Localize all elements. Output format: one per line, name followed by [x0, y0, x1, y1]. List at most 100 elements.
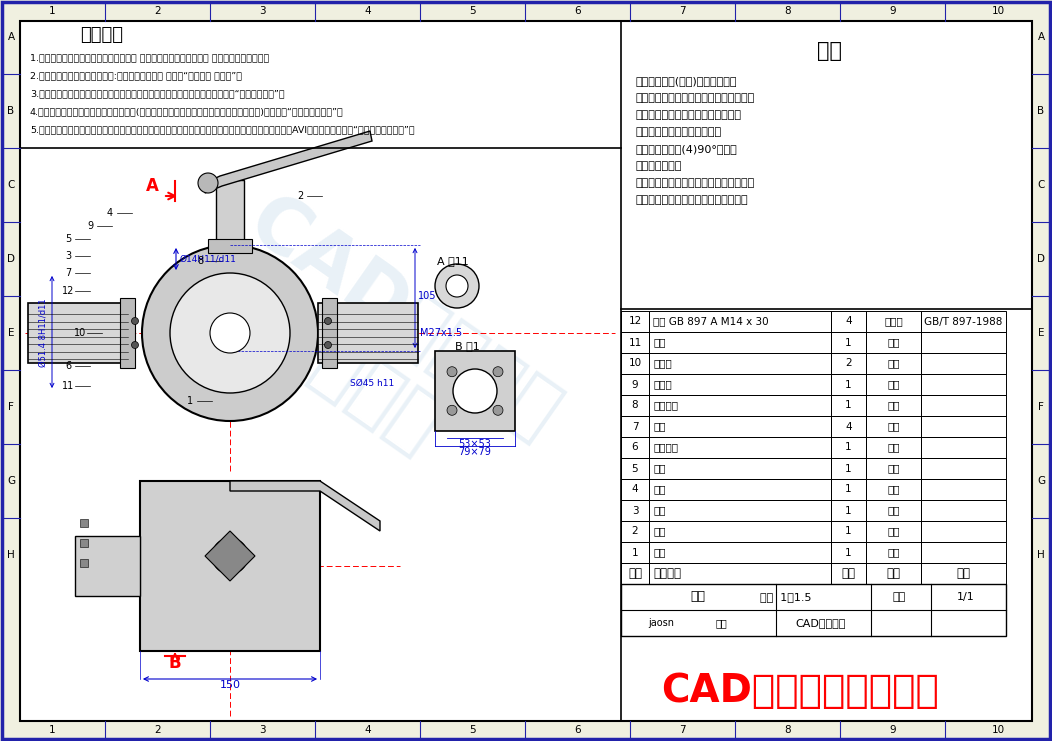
Bar	[621, 437, 649, 458]
Text: 9: 9	[889, 725, 896, 735]
Text: 4: 4	[107, 208, 113, 218]
Text: M27x1.5: M27x1.5	[420, 328, 462, 338]
Bar	[920, 374, 1006, 395]
Text: 阀杆: 阀杆	[653, 464, 666, 473]
Text: 7: 7	[65, 268, 72, 278]
Text: 1: 1	[845, 400, 852, 411]
Bar	[621, 542, 649, 563]
Bar	[621, 353, 649, 374]
Text: 5: 5	[469, 725, 476, 735]
Text: 材料: 材料	[887, 567, 901, 580]
Bar	[649, 521, 831, 542]
Polygon shape	[205, 531, 255, 581]
Bar	[649, 500, 831, 521]
Text: SØ45 h11: SØ45 h11	[350, 379, 394, 388]
Bar	[831, 479, 866, 500]
Text: C: C	[1037, 180, 1045, 190]
Text: 常规: 常规	[887, 337, 899, 348]
Text: G: G	[1037, 476, 1045, 486]
Text: 球阀: 球阀	[690, 591, 706, 603]
Bar	[621, 521, 649, 542]
Text: 3.根据拆装顺序对球阀装配体进行三维爆炸分解，并输出分解动画文件，命名为“球阀分解动画”。: 3.根据拆装顺序对球阀装配体进行三维爆炸分解，并输出分解动画文件，命名为“球阀分…	[31, 89, 285, 98]
Bar	[866, 332, 920, 353]
Bar	[920, 479, 1006, 500]
Text: 10: 10	[992, 6, 1005, 16]
Text: F: F	[8, 402, 14, 412]
Text: 坤片: 坤片	[653, 505, 666, 516]
Text: 是切断、截止及改变流体的流动方向。: 是切断、截止及改变流体的流动方向。	[635, 195, 748, 205]
Text: B: B	[168, 654, 181, 672]
Text: 球阀设计为球体(4)90°旋转，: 球阀设计为球体(4)90°旋转，	[635, 144, 736, 154]
Bar	[649, 437, 831, 458]
Bar	[866, 437, 920, 458]
Text: 由圆形通孔或通: 由圆形通孔或通	[635, 161, 682, 171]
Bar	[621, 458, 649, 479]
Text: 1: 1	[845, 337, 852, 348]
Text: 球阀: 球阀	[817, 41, 843, 61]
Text: 1: 1	[845, 548, 852, 557]
Text: B 件1: B 件1	[456, 341, 480, 351]
Text: 9: 9	[87, 221, 93, 231]
Bar	[831, 395, 866, 416]
Text: G: G	[7, 476, 15, 486]
Text: 1: 1	[631, 548, 639, 557]
Text: 53×53: 53×53	[459, 439, 491, 449]
Text: 12: 12	[628, 316, 642, 327]
Circle shape	[142, 245, 318, 421]
Text: 常规: 常规	[887, 422, 899, 431]
Text: 4: 4	[845, 422, 852, 431]
Bar	[866, 311, 920, 332]
Circle shape	[453, 369, 497, 413]
Text: 4: 4	[364, 725, 370, 735]
Bar	[866, 500, 920, 521]
Bar	[831, 500, 866, 521]
Bar	[621, 332, 649, 353]
Text: 螺纹压环: 螺纹压环	[653, 400, 677, 411]
Text: A: A	[1037, 32, 1045, 42]
Text: 1/1: 1/1	[957, 592, 975, 602]
Text: A 件11: A 件11	[437, 256, 469, 266]
Circle shape	[170, 273, 290, 393]
Text: 常规: 常规	[887, 485, 899, 494]
Text: 亦可用于流体的调节与控制。: 亦可用于流体的调节与控制。	[635, 127, 721, 137]
Bar	[120, 298, 135, 368]
Bar	[649, 563, 831, 584]
Text: 150: 150	[220, 680, 241, 690]
Bar	[866, 416, 920, 437]
Text: 常规: 常规	[887, 548, 899, 557]
Bar	[621, 584, 1006, 636]
Text: 螺母: 螺母	[653, 422, 666, 431]
Text: 5: 5	[631, 464, 639, 473]
Circle shape	[210, 313, 250, 353]
Polygon shape	[205, 131, 372, 193]
Bar	[920, 521, 1006, 542]
Bar	[831, 542, 866, 563]
Text: 密封环: 密封环	[653, 379, 672, 390]
Text: E: E	[1037, 328, 1045, 338]
Text: 5: 5	[65, 234, 72, 244]
Circle shape	[132, 317, 139, 325]
Text: 2: 2	[155, 725, 161, 735]
Text: B: B	[1037, 106, 1045, 116]
Text: 阀体接头: 阀体接头	[653, 442, 677, 453]
Text: 3: 3	[259, 6, 266, 16]
Text: 3: 3	[65, 251, 72, 261]
Text: 并绕阀杆的轴线作旋转运动的阀体装置，: 并绕阀杆的轴线作旋转运动的阀体装置，	[635, 93, 754, 103]
Text: 钑，软: 钑，软	[884, 316, 903, 327]
Text: 标准: 标准	[956, 567, 971, 580]
Bar	[208, 239, 252, 253]
Bar	[920, 458, 1006, 479]
Text: 7: 7	[680, 6, 686, 16]
Text: A: A	[7, 32, 15, 42]
Bar	[831, 374, 866, 395]
Text: 常规: 常规	[887, 400, 899, 411]
Bar	[318, 303, 418, 363]
Text: 2: 2	[845, 359, 852, 368]
Text: 序号: 序号	[628, 567, 642, 580]
Text: 主要用于截断或接通管路中的介质，: 主要用于截断或接通管路中的介质，	[635, 110, 741, 120]
Text: 1: 1	[845, 442, 852, 453]
Text: 7: 7	[680, 725, 686, 735]
Text: 1: 1	[845, 485, 852, 494]
Circle shape	[324, 317, 331, 325]
Text: 10: 10	[628, 359, 642, 368]
